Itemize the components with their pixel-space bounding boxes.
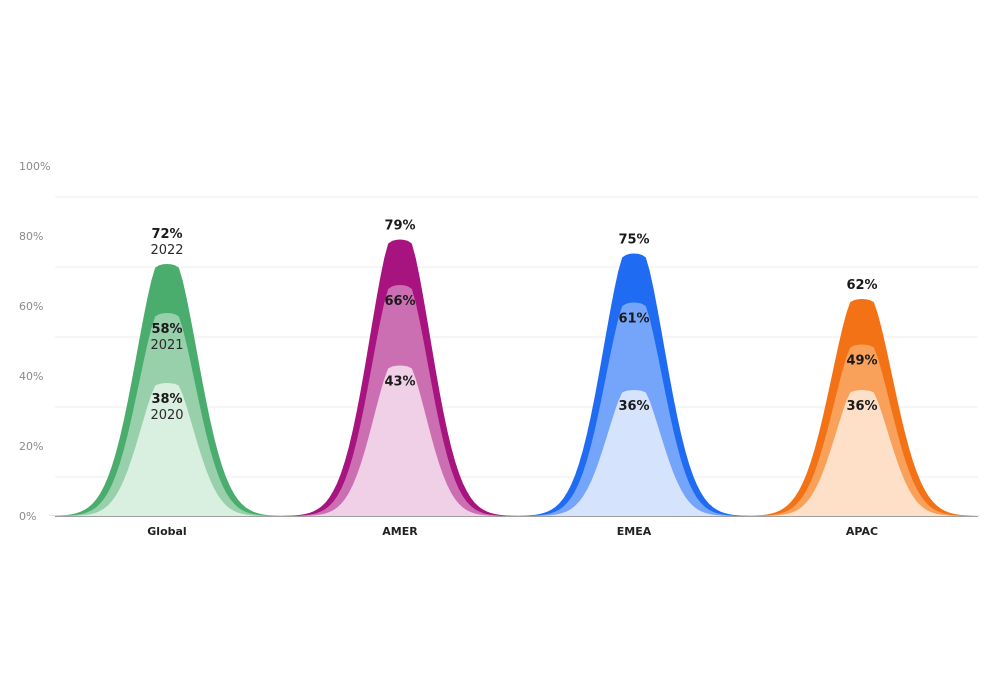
value-label-amer-2020: 43% — [384, 375, 415, 390]
peak-area-apac-2020 — [744, 390, 980, 516]
value-label-amer-2021: 66% — [384, 294, 415, 309]
x-tick-label-global: Global — [147, 525, 186, 538]
value-label-emea-2020: 36% — [618, 399, 649, 414]
value-label-apac-2020: 36% — [846, 399, 877, 414]
y-tick-label: 100% — [19, 160, 50, 173]
value-label-apac-2021: 49% — [846, 354, 877, 369]
year-label-2021: 2021 — [150, 338, 183, 353]
x-tick-label-amer: AMER — [382, 525, 418, 538]
peak-area-global-2020 — [49, 383, 285, 516]
value-label-global-2022: 72% — [151, 227, 182, 242]
x-tick-label-apac: APAC — [846, 525, 878, 538]
value-label-global-2020: 38% — [151, 392, 182, 407]
y-tick-label: 80% — [19, 230, 43, 243]
y-tick-label: 0% — [19, 510, 36, 523]
value-label-emea-2022: 75% — [618, 233, 649, 248]
y-tick-label: 20% — [19, 440, 43, 453]
year-label-2022: 2022 — [150, 243, 183, 258]
value-label-global-2021: 58% — [151, 322, 182, 337]
x-tick-label-emea: EMEA — [617, 525, 652, 538]
peak-area-emea-2020 — [516, 390, 752, 516]
value-label-apac-2022: 62% — [846, 278, 877, 293]
peak-area-amer-2020 — [282, 365, 518, 516]
value-label-amer-2022: 79% — [384, 219, 415, 234]
year-label-2020: 2020 — [150, 408, 183, 423]
y-tick-label: 40% — [19, 370, 43, 383]
value-label-emea-2021: 61% — [618, 312, 649, 327]
y-tick-label: 60% — [19, 300, 43, 313]
